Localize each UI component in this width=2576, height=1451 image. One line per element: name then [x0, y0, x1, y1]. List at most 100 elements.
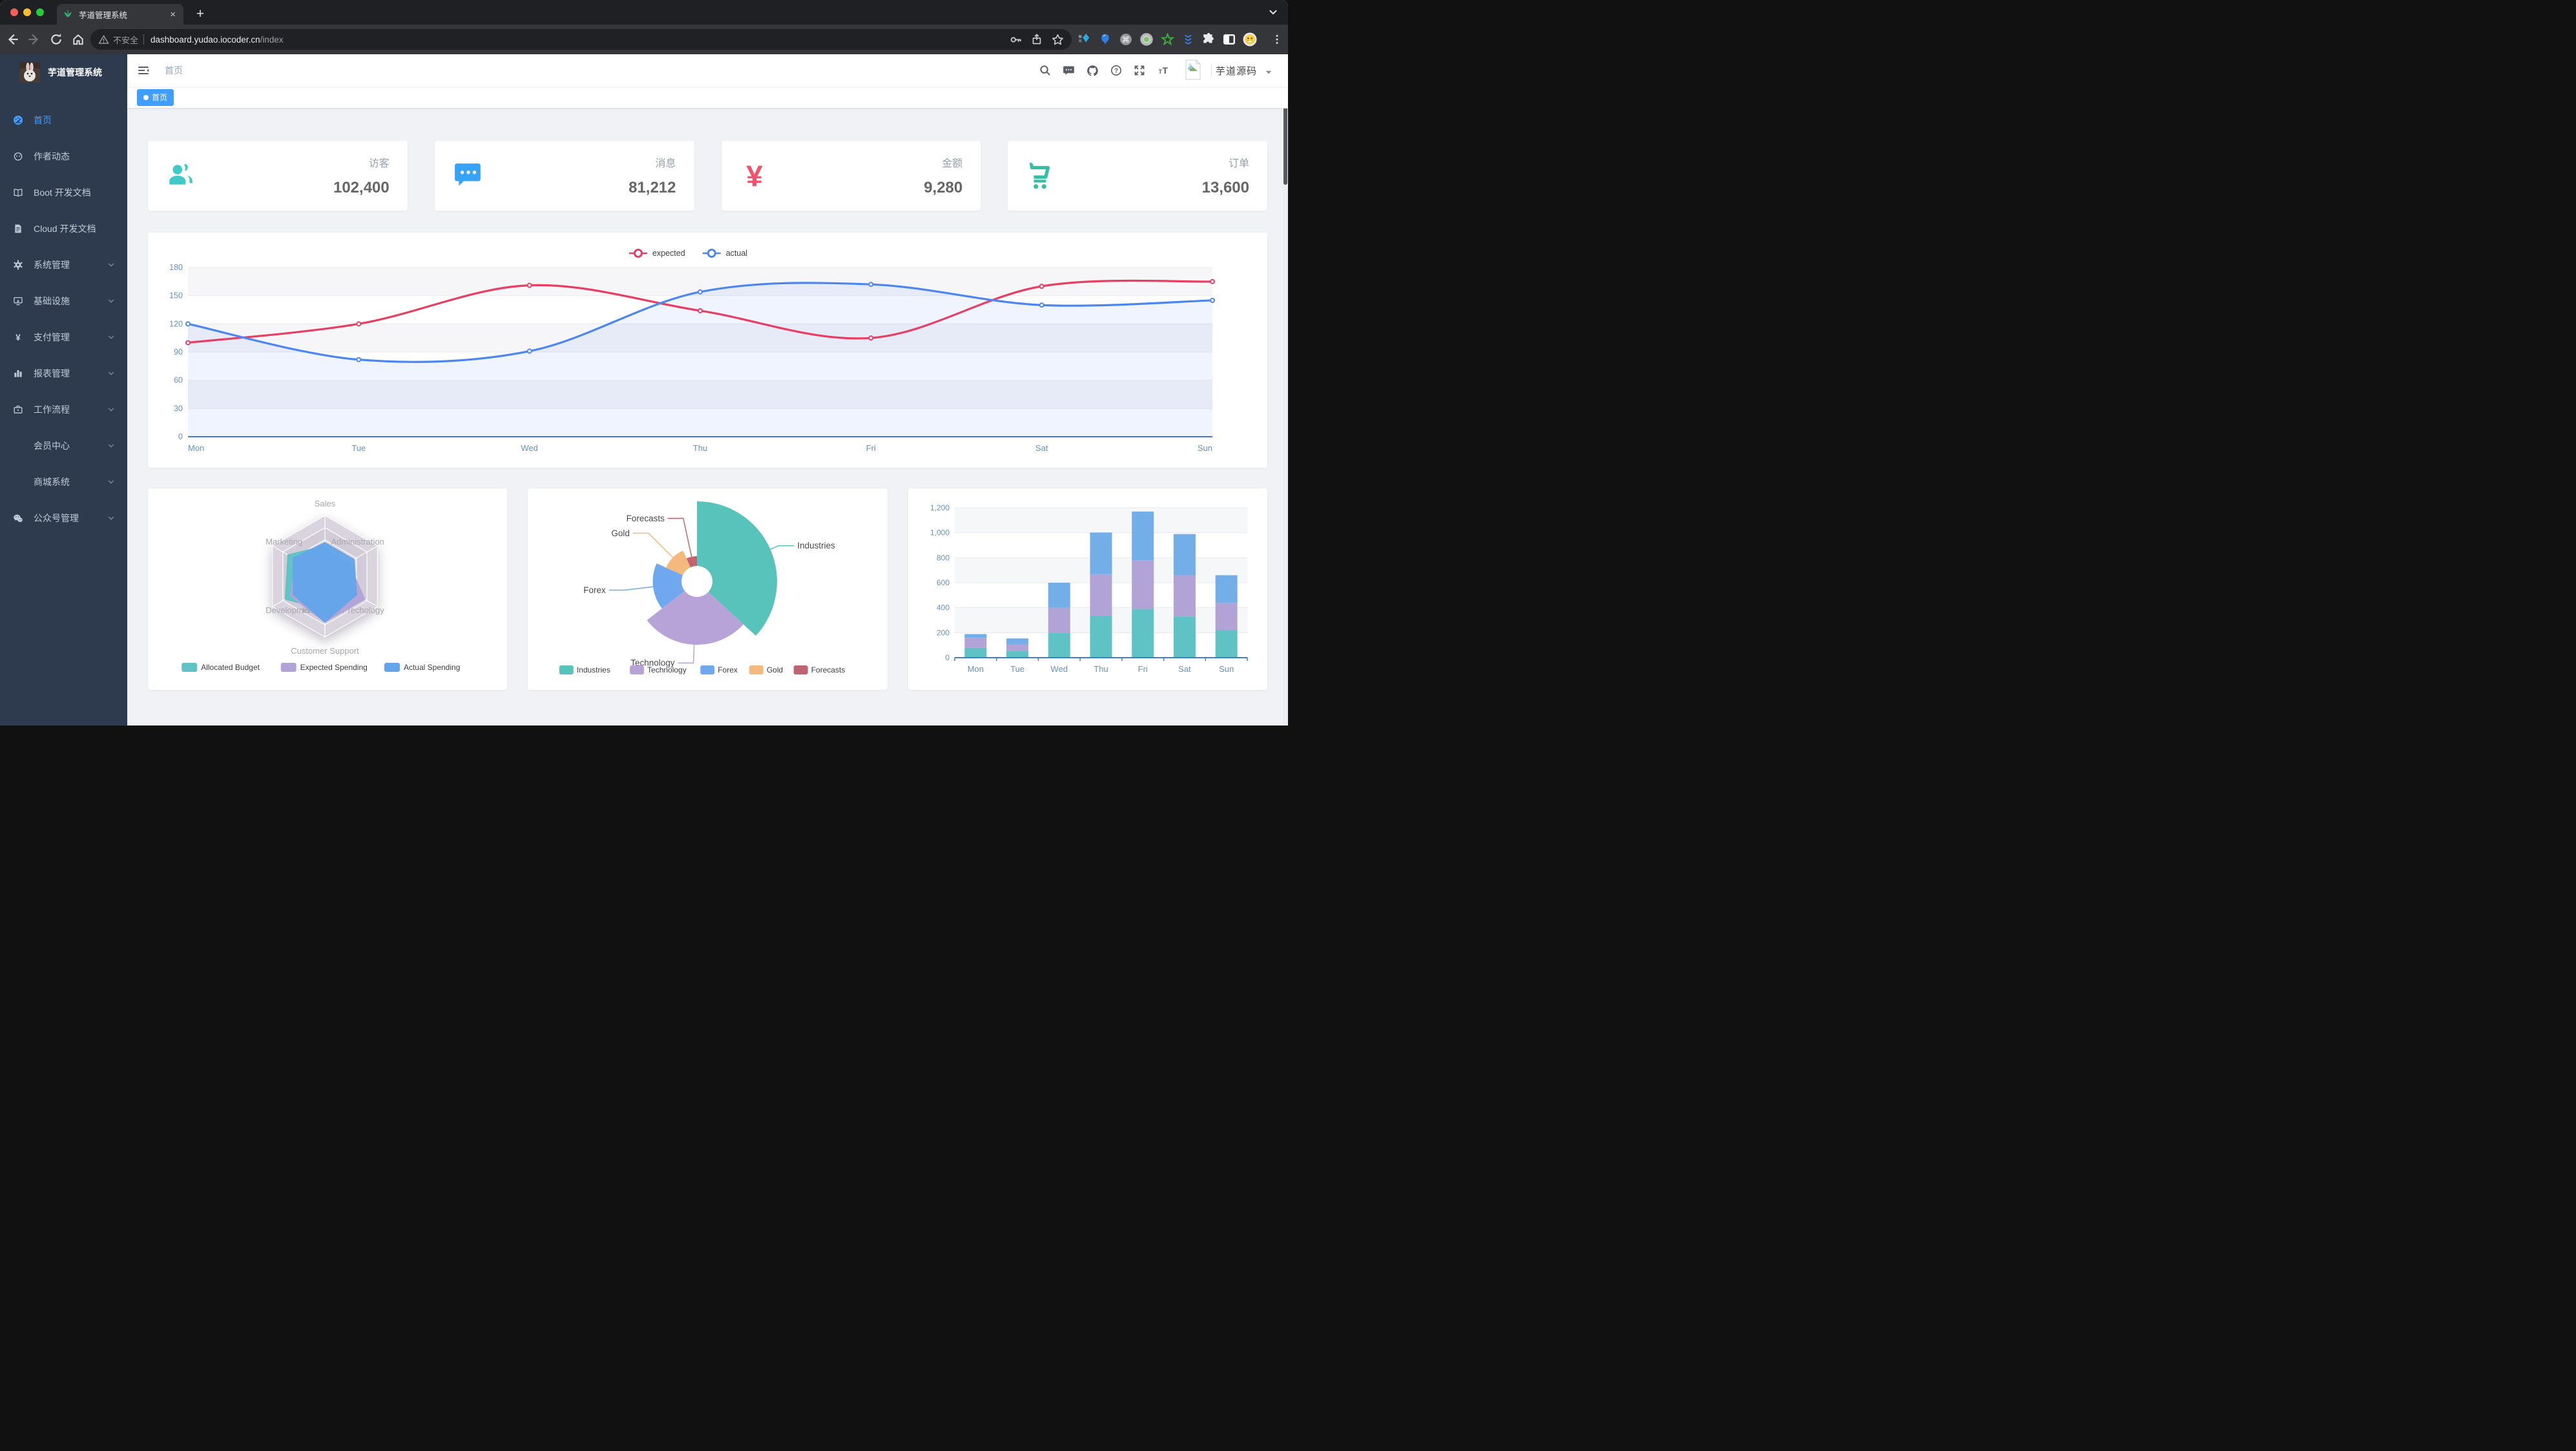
legend-item-Allocated Budget[interactable]: Allocated Budget: [182, 663, 260, 672]
pie-slice-Forex[interactable]: [652, 563, 698, 609]
bar-segment[interactable]: [1090, 616, 1112, 658]
extension-command-icon[interactable]: ⌘: [1119, 32, 1133, 47]
help-icon[interactable]: ?: [1105, 54, 1128, 87]
extension-green-star-icon[interactable]: [1160, 32, 1174, 47]
bar-segment[interactable]: [964, 634, 987, 638]
bar-segment[interactable]: [1173, 534, 1196, 576]
reload-button[interactable]: [47, 30, 66, 49]
user-menu-caret-icon[interactable]: [1263, 67, 1274, 78]
line-chart[interactable]: 0 30 60 90 120 150 180 Mon Tue Wed Thu Fri Sat Sun exp…: [158, 243, 1223, 456]
bar-segment[interactable]: [1131, 560, 1154, 609]
sidebar-item-8[interactable]: 工作流程: [0, 391, 127, 428]
sidebar-item-label: 报表管理: [34, 368, 70, 379]
sidebar-item-2[interactable]: Boot 开发文档: [0, 174, 127, 211]
pie-slice-Industries[interactable]: [697, 501, 778, 636]
extension-avatar-icon[interactable]: [1139, 32, 1154, 47]
bar-segment[interactable]: [1215, 602, 1238, 631]
bar-segment[interactable]: [1090, 532, 1112, 574]
browser-tab[interactable]: 芋道管理系统 ×: [57, 4, 183, 25]
stat-card-2[interactable]: ¥ 金额 9,280: [721, 141, 981, 211]
bar-segment[interactable]: [1006, 651, 1028, 658]
radar-chart[interactable]: SalesAdministrationInformation Techology…: [158, 499, 492, 680]
svg-text:400: 400: [937, 603, 950, 612]
bar-segment[interactable]: [1048, 632, 1070, 658]
sidebar-toggle-icon[interactable]: [127, 54, 160, 87]
extension-balloon-icon[interactable]: [1098, 32, 1112, 47]
sidebar-item-3[interactable]: Cloud 开发文档: [0, 211, 127, 247]
stat-card-0[interactable]: 访客 102,400: [148, 141, 408, 211]
bar-segment[interactable]: [1131, 511, 1154, 561]
extensions-puzzle-icon[interactable]: [1201, 32, 1216, 47]
bar-segment[interactable]: [1173, 616, 1196, 658]
bar-segment[interactable]: [964, 638, 987, 648]
sidebar-item-4[interactable]: 系统管理: [0, 247, 127, 283]
username[interactable]: 芋道源码: [1215, 65, 1257, 77]
bar-segment[interactable]: [1006, 644, 1028, 651]
bar-chart[interactable]: 0 200 400 600 800 1,000 1,200 Mon Tue Wed Thu Fri Sa…: [919, 499, 1252, 680]
bar-segment[interactable]: [1090, 574, 1112, 616]
extension-window-icon[interactable]: [1222, 32, 1236, 47]
new-tab-button[interactable]: +: [196, 6, 205, 21]
profile-emoji-avatar[interactable]: [1243, 32, 1257, 47]
tab-close-icon[interactable]: ×: [170, 8, 176, 20]
legend-item-Expected Spending[interactable]: Expected Spending: [280, 663, 368, 672]
legend-item-Gold[interactable]: Gold: [749, 665, 784, 674]
minimize-window-button[interactable]: [23, 8, 31, 16]
bar-segment[interactable]: [1048, 607, 1070, 633]
address-bar[interactable]: 不安全 dashboard.yudao.iocoder.cn /index: [90, 29, 1072, 50]
bar-segment[interactable]: [1215, 630, 1238, 658]
legend-item-actual[interactable]: actual: [702, 249, 747, 258]
user-avatar[interactable]: [1184, 59, 1203, 81]
sidebar-item-9[interactable]: 会员中心: [0, 428, 127, 464]
legend-item-expected[interactable]: expected: [628, 249, 685, 258]
search-icon[interactable]: [1034, 54, 1057, 87]
chevron-down-icon: [108, 408, 114, 412]
sidebar-item-7[interactable]: 报表管理: [0, 355, 127, 391]
bookmark-star-icon[interactable]: [1052, 34, 1064, 46]
legend-item-Actual Spending[interactable]: Actual Spending: [384, 663, 460, 672]
sidebar-logo[interactable]: 芋道管理系统: [0, 54, 127, 90]
sidebar-item-10[interactable]: 商城系统: [0, 464, 127, 500]
home-button[interactable]: [68, 30, 88, 49]
pie-chart[interactable]: Industries Technology Forex Gold Forecasts In…: [538, 499, 872, 680]
legend-item-Forex[interactable]: Forex: [700, 665, 738, 674]
svg-text:Forecasts: Forecasts: [627, 514, 665, 523]
security-warning-icon[interactable]: [98, 34, 109, 45]
bar-segment[interactable]: [1215, 575, 1238, 603]
page-scrollbar[interactable]: [1283, 54, 1288, 725]
legend-item-Industries[interactable]: Industries: [559, 665, 610, 674]
maximize-window-button[interactable]: [36, 8, 44, 16]
stat-card-1[interactable]: 消息 81,212: [434, 141, 694, 211]
sidebar-item-0[interactable]: 首页: [0, 102, 127, 138]
forward-button[interactable]: [25, 30, 44, 49]
scrollbar-thumb[interactable]: [1283, 58, 1287, 185]
stat-card-3[interactable]: 订单 13,600: [1008, 141, 1267, 211]
bar-segment[interactable]: [1048, 583, 1070, 608]
breadcrumb[interactable]: 首页: [165, 65, 183, 76]
stat-label: 金额: [942, 158, 963, 169]
extension-diamond-icon[interactable]: [1077, 32, 1092, 47]
tab-search-chevron-icon[interactable]: [1267, 6, 1279, 18]
password-key-icon[interactable]: [1010, 34, 1022, 46]
bar-segment[interactable]: [964, 647, 987, 658]
bar-segment[interactable]: [1173, 575, 1196, 617]
tag-home[interactable]: 首页: [137, 89, 174, 106]
share-icon[interactable]: [1031, 34, 1043, 45]
fullscreen-icon[interactable]: [1128, 54, 1151, 87]
message-icon[interactable]: [1057, 54, 1081, 87]
bar-segment[interactable]: [1006, 638, 1028, 645]
pie-slice-Technology[interactable]: [647, 581, 744, 645]
extension-chevrons-icon[interactable]: [1181, 32, 1195, 47]
back-button[interactable]: [3, 30, 22, 49]
github-icon[interactable]: [1081, 54, 1105, 87]
sidebar-item-1[interactable]: 作者动态: [0, 138, 127, 174]
legend-item-Technology[interactable]: Technology: [630, 665, 687, 674]
browser-menu-icon[interactable]: [1271, 34, 1283, 45]
legend-item-Forecasts[interactable]: Forecasts: [794, 665, 846, 674]
close-window-button[interactable]: [10, 8, 18, 16]
sidebar-item-11[interactable]: 公众号管理: [0, 500, 127, 536]
sidebar-item-6[interactable]: ¥ 支付管理: [0, 319, 127, 355]
sidebar-item-5[interactable]: 基础设施: [0, 283, 127, 319]
bar-segment[interactable]: [1131, 609, 1154, 658]
